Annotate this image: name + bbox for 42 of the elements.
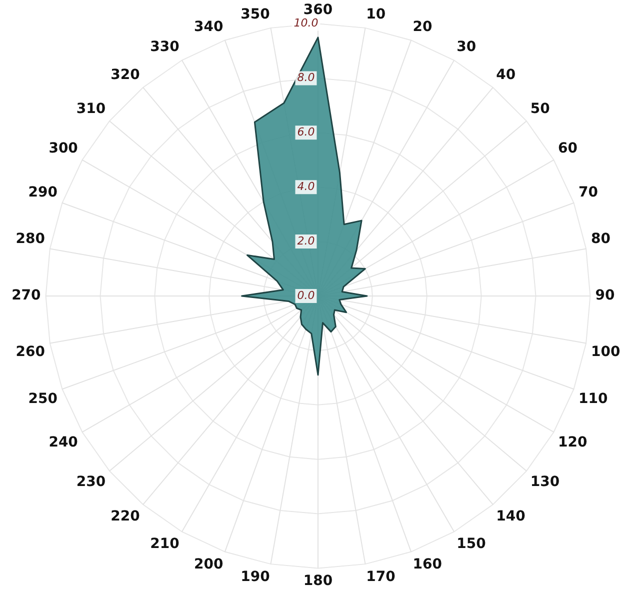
y-tick-label: 0.0: [297, 288, 315, 302]
spoke-label: 40: [496, 66, 516, 83]
spoke-label: 250: [28, 390, 58, 407]
spoke-label: 100: [590, 344, 620, 360]
y-tick-label: 8.0: [297, 71, 315, 84]
spoke-label: 260: [16, 344, 46, 360]
spoke-label: 270: [12, 288, 42, 304]
spoke-label: 210: [150, 536, 180, 552]
spoke-label: 350: [240, 6, 270, 22]
y-tick-label: 4.0: [297, 180, 315, 193]
spoke-label: 50: [530, 101, 550, 118]
spoke-label: 170: [366, 569, 396, 586]
spoke-label: 130: [530, 474, 560, 490]
spoke-label: 10: [366, 6, 386, 22]
spoke-label: 80: [590, 231, 611, 248]
spoke-label: 200: [194, 556, 224, 573]
spoke-label: 140: [496, 508, 526, 524]
spoke-label: 30: [456, 39, 476, 56]
spoke-label: 340: [194, 18, 224, 35]
spoke-label: 300: [48, 140, 78, 157]
y-tick-label: 10.0: [294, 16, 318, 30]
spoke-label: 220: [110, 508, 140, 524]
spoke-label: 190: [240, 569, 270, 586]
spoke-label: 230: [76, 474, 106, 490]
spoke-label: 60: [558, 140, 578, 157]
spoke-label: 240: [48, 434, 78, 451]
spoke-label: 90: [595, 288, 615, 304]
spoke-label: 330: [150, 39, 180, 56]
spoke-label: 120: [558, 434, 588, 451]
y-tick-label: 2.0: [297, 234, 315, 248]
spoke-label: 150: [456, 536, 486, 552]
spoke-label: 320: [110, 66, 140, 83]
spoke-label: 160: [412, 556, 442, 573]
spoke-label: 290: [28, 184, 58, 200]
y-tick-label: 6.0: [297, 126, 315, 139]
spoke-label: 360: [303, 2, 333, 18]
spoke-label: 180: [303, 573, 333, 590]
spoke-label: 280: [16, 231, 46, 248]
spoke-label: 70: [578, 184, 598, 200]
spoke-label: 110: [578, 390, 608, 407]
spoke-label: 310: [76, 101, 106, 118]
spoke-label: 20: [412, 18, 433, 35]
